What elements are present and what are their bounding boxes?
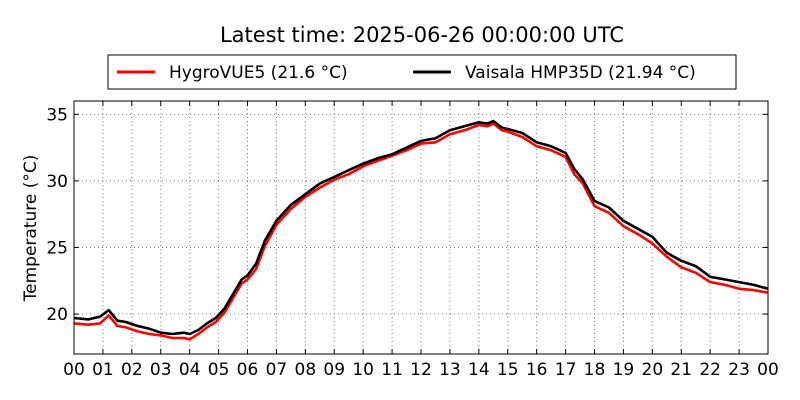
legend-label-hygrovue5: HygroVUE5 (21.6 °C) — [169, 63, 348, 83]
y-tick-label: 30 — [46, 172, 68, 192]
y-axis-label: Temperature (°C) — [21, 155, 41, 303]
y-tick-label: 20 — [46, 305, 68, 325]
x-tick-label: 05 — [208, 360, 230, 380]
x-tick-label: 19 — [613, 360, 635, 380]
x-tick-label: 10 — [352, 360, 374, 380]
x-tick-label: 15 — [497, 360, 519, 380]
x-tick-label: 18 — [584, 360, 606, 380]
legend: HygroVUE5 (21.6 °C) Vaisala HMP35D (21.9… — [107, 54, 737, 90]
x-tick-label: 00 — [63, 360, 85, 380]
tick-layer: 00 01 02 03 04 05 06 07 08 09 10 11 12 13 14 15 16 17 18 19… — [46, 101, 779, 380]
plot-frame — [73, 100, 769, 355]
x-tick-label: 08 — [295, 360, 317, 380]
y-tick-label: 25 — [46, 238, 68, 258]
x-tick-label: 12 — [410, 360, 432, 380]
y-tick-label: 35 — [46, 105, 68, 125]
x-tick-label: 00 — [757, 360, 779, 380]
series-line-hygrovue5 — [73, 122, 769, 341]
x-tick-label: 04 — [179, 360, 201, 380]
x-tick-label: 20 — [642, 360, 664, 380]
x-tick-label: 06 — [237, 360, 259, 380]
series-line-vaisala — [73, 119, 769, 336]
x-tick-label: 21 — [670, 360, 692, 380]
x-tick-label: 01 — [92, 360, 114, 380]
legend-label-vaisala: Vaisala HMP35D (21.94 °C) — [465, 63, 696, 83]
x-tick-label: 03 — [150, 360, 172, 380]
x-tick-label: 11 — [381, 360, 403, 380]
x-tick-label: 22 — [699, 360, 721, 380]
x-tick-label: 23 — [728, 360, 750, 380]
x-tick-label: 02 — [121, 360, 143, 380]
grid-layer — [74, 101, 768, 354]
x-tick-label: 16 — [526, 360, 548, 380]
x-tick-label: 14 — [468, 360, 490, 380]
x-tick-label: 17 — [555, 360, 577, 380]
x-tick-label: 07 — [266, 360, 288, 380]
chart-title: Latest time: 2025-06-26 00:00:00 UTC — [220, 23, 624, 47]
x-tick-label: 09 — [323, 360, 345, 380]
series-layer — [73, 119, 769, 341]
x-tick-label: 13 — [439, 360, 461, 380]
